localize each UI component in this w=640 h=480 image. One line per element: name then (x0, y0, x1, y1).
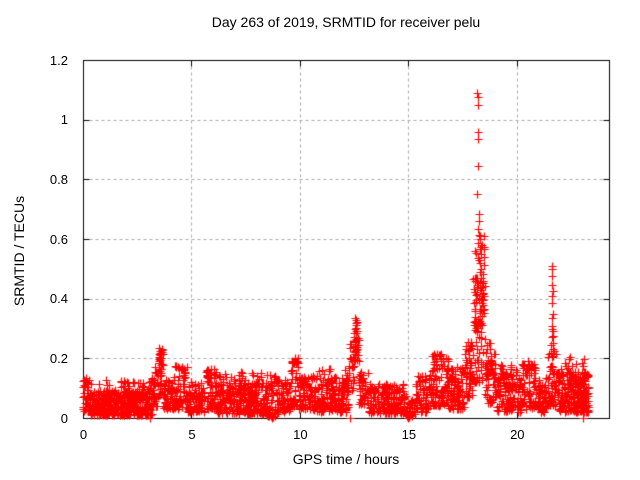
y-tick-label: 0.4 (49, 291, 68, 307)
y-tick-label: 1.2 (49, 52, 68, 68)
y-tick-label: 0 (60, 410, 68, 426)
x-tick-label: 0 (79, 427, 88, 442)
x-tick-label: 5 (188, 427, 196, 442)
y-tick-label: 0.8 (49, 171, 68, 187)
y-tick-label: 0.6 (49, 231, 68, 247)
x-tick-label: 10 (293, 427, 308, 442)
x-tick-label: 15 (401, 427, 417, 442)
y-tick-label: 0.2 (49, 350, 68, 366)
x-axis-title: GPS time / hours (292, 451, 400, 467)
x-tick-label: 20 (510, 427, 525, 442)
chart-title: Day 263 of 2019, SRMTID for receiver pel… (211, 14, 481, 30)
y-tick-label: 1 (60, 112, 68, 128)
